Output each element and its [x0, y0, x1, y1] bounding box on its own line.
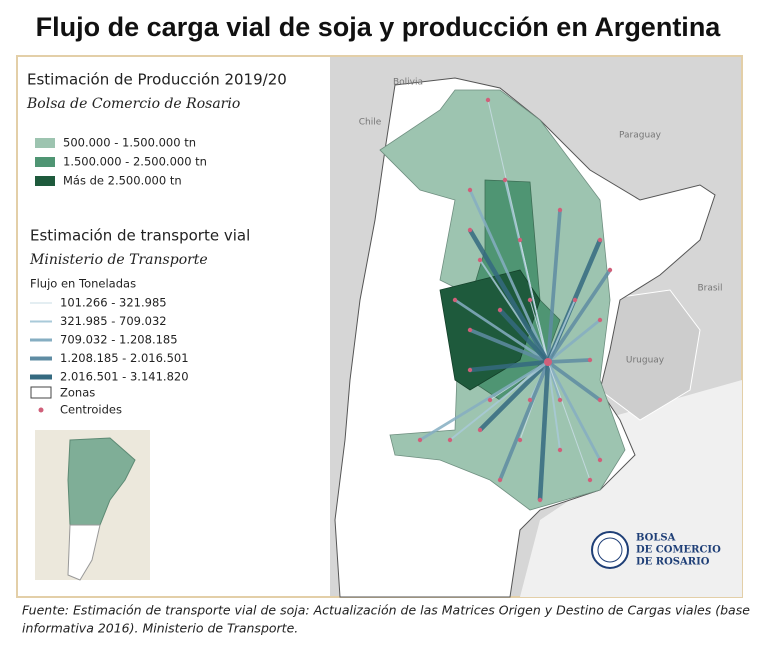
centroid	[497, 307, 503, 313]
footnote: informativa 2016). Ministerio de Transpo…	[22, 621, 298, 636]
centroid	[477, 257, 483, 263]
flow-line	[469, 359, 549, 373]
transport-legend-subtitle: Flujo en Toneladas	[30, 277, 136, 291]
transport-legend-title: Estimación de transporte vial	[30, 227, 250, 245]
inset-argentina-south	[67, 524, 101, 581]
centroids	[417, 97, 613, 503]
flow-line	[529, 299, 549, 363]
centroid	[467, 227, 473, 233]
centroid	[452, 297, 458, 303]
country-label: Bolivia	[393, 78, 423, 88]
ocean	[520, 380, 742, 597]
centroid	[544, 358, 552, 366]
centroid	[587, 357, 593, 363]
centroid	[597, 457, 603, 463]
centroid	[467, 327, 473, 333]
flow-line	[468, 228, 550, 364]
country-label: Chile	[359, 118, 382, 128]
centroid	[527, 297, 533, 303]
flow-line	[468, 189, 550, 363]
flow-line	[478, 360, 550, 432]
production-zone-high	[439, 269, 541, 391]
flow-line	[546, 361, 602, 461]
legend-label: Más de 2.500.000 tn	[63, 174, 182, 188]
legend-swatch	[35, 138, 55, 148]
production-legend-source: Bolsa de Comercio de Rosario	[26, 96, 240, 112]
centroid	[467, 187, 473, 193]
logo-text: DE ROSARIO	[636, 557, 710, 568]
flow-line	[537, 361, 551, 501]
legend-dot	[38, 407, 44, 413]
logo-text: DE COMERCIO	[636, 545, 721, 556]
logo-seal	[591, 531, 629, 569]
flow-line	[419, 360, 549, 442]
flow-line	[519, 239, 549, 363]
flow-line	[546, 268, 612, 364]
country-label: Brasil	[697, 284, 722, 294]
legend-swatch	[30, 386, 52, 399]
centroid	[557, 447, 563, 453]
centroid	[597, 397, 603, 403]
footnote: Fuente: Estimación de transporte vial de…	[22, 603, 750, 618]
flow-line	[547, 361, 561, 451]
centroid	[477, 427, 483, 433]
centroid	[447, 437, 453, 443]
centroid	[597, 317, 603, 323]
logo-text: BOLSA	[636, 533, 676, 544]
centroid	[517, 237, 523, 243]
centroid	[537, 497, 543, 503]
centroid	[587, 477, 593, 483]
legend-label: 500.000 - 1.500.000 tn	[63, 136, 196, 150]
legend-swatch	[35, 157, 55, 167]
country-label: Paraguay	[619, 131, 662, 141]
flow-line	[547, 318, 601, 364]
transport-legend-source: Ministerio de Transporte	[29, 252, 208, 268]
flow-line	[498, 308, 550, 364]
legend-label: 709.032 - 1.208.185	[60, 333, 178, 347]
centroid	[572, 297, 578, 303]
legend-label: Centroides	[60, 403, 122, 417]
legend-label: 1.500.000 - 2.500.000 tn	[63, 155, 207, 169]
country-label: Uruguay	[626, 356, 665, 366]
flow-line	[469, 328, 549, 364]
centroid	[502, 177, 508, 183]
legend-label: Zonas	[60, 386, 95, 400]
title: Flujo de carga vial de soja y producción…	[36, 12, 722, 42]
flow-line	[546, 209, 562, 363]
legend-label: 2.016.501 - 3.141.820	[60, 370, 189, 384]
legend-label: 321.985 - 709.032	[60, 314, 167, 328]
flow-line	[547, 358, 591, 364]
flow-line	[547, 299, 576, 363]
centroid	[517, 437, 523, 443]
logo-seal-inner	[597, 537, 623, 563]
centroid	[467, 367, 473, 373]
flow-line	[498, 361, 550, 481]
flow-line	[449, 361, 549, 441]
production-legend-title: Estimación de Producción 2019/20	[27, 71, 287, 89]
centroid	[597, 237, 603, 243]
centroid	[557, 397, 563, 403]
legend-label: 101.266 - 321.985	[60, 296, 167, 310]
legend-label: 1.208.185 - 2.016.501	[60, 351, 189, 365]
centroid	[607, 267, 613, 273]
flow-line	[454, 298, 549, 364]
centroid	[417, 437, 423, 443]
centroid	[527, 397, 533, 403]
centroid	[497, 477, 503, 483]
flow-line	[547, 361, 591, 481]
legend-swatch	[35, 176, 55, 186]
centroid	[487, 397, 493, 403]
centroid	[485, 97, 491, 103]
inset-argentina-north	[67, 437, 136, 526]
flow-line	[546, 360, 602, 402]
centroid	[557, 207, 563, 213]
